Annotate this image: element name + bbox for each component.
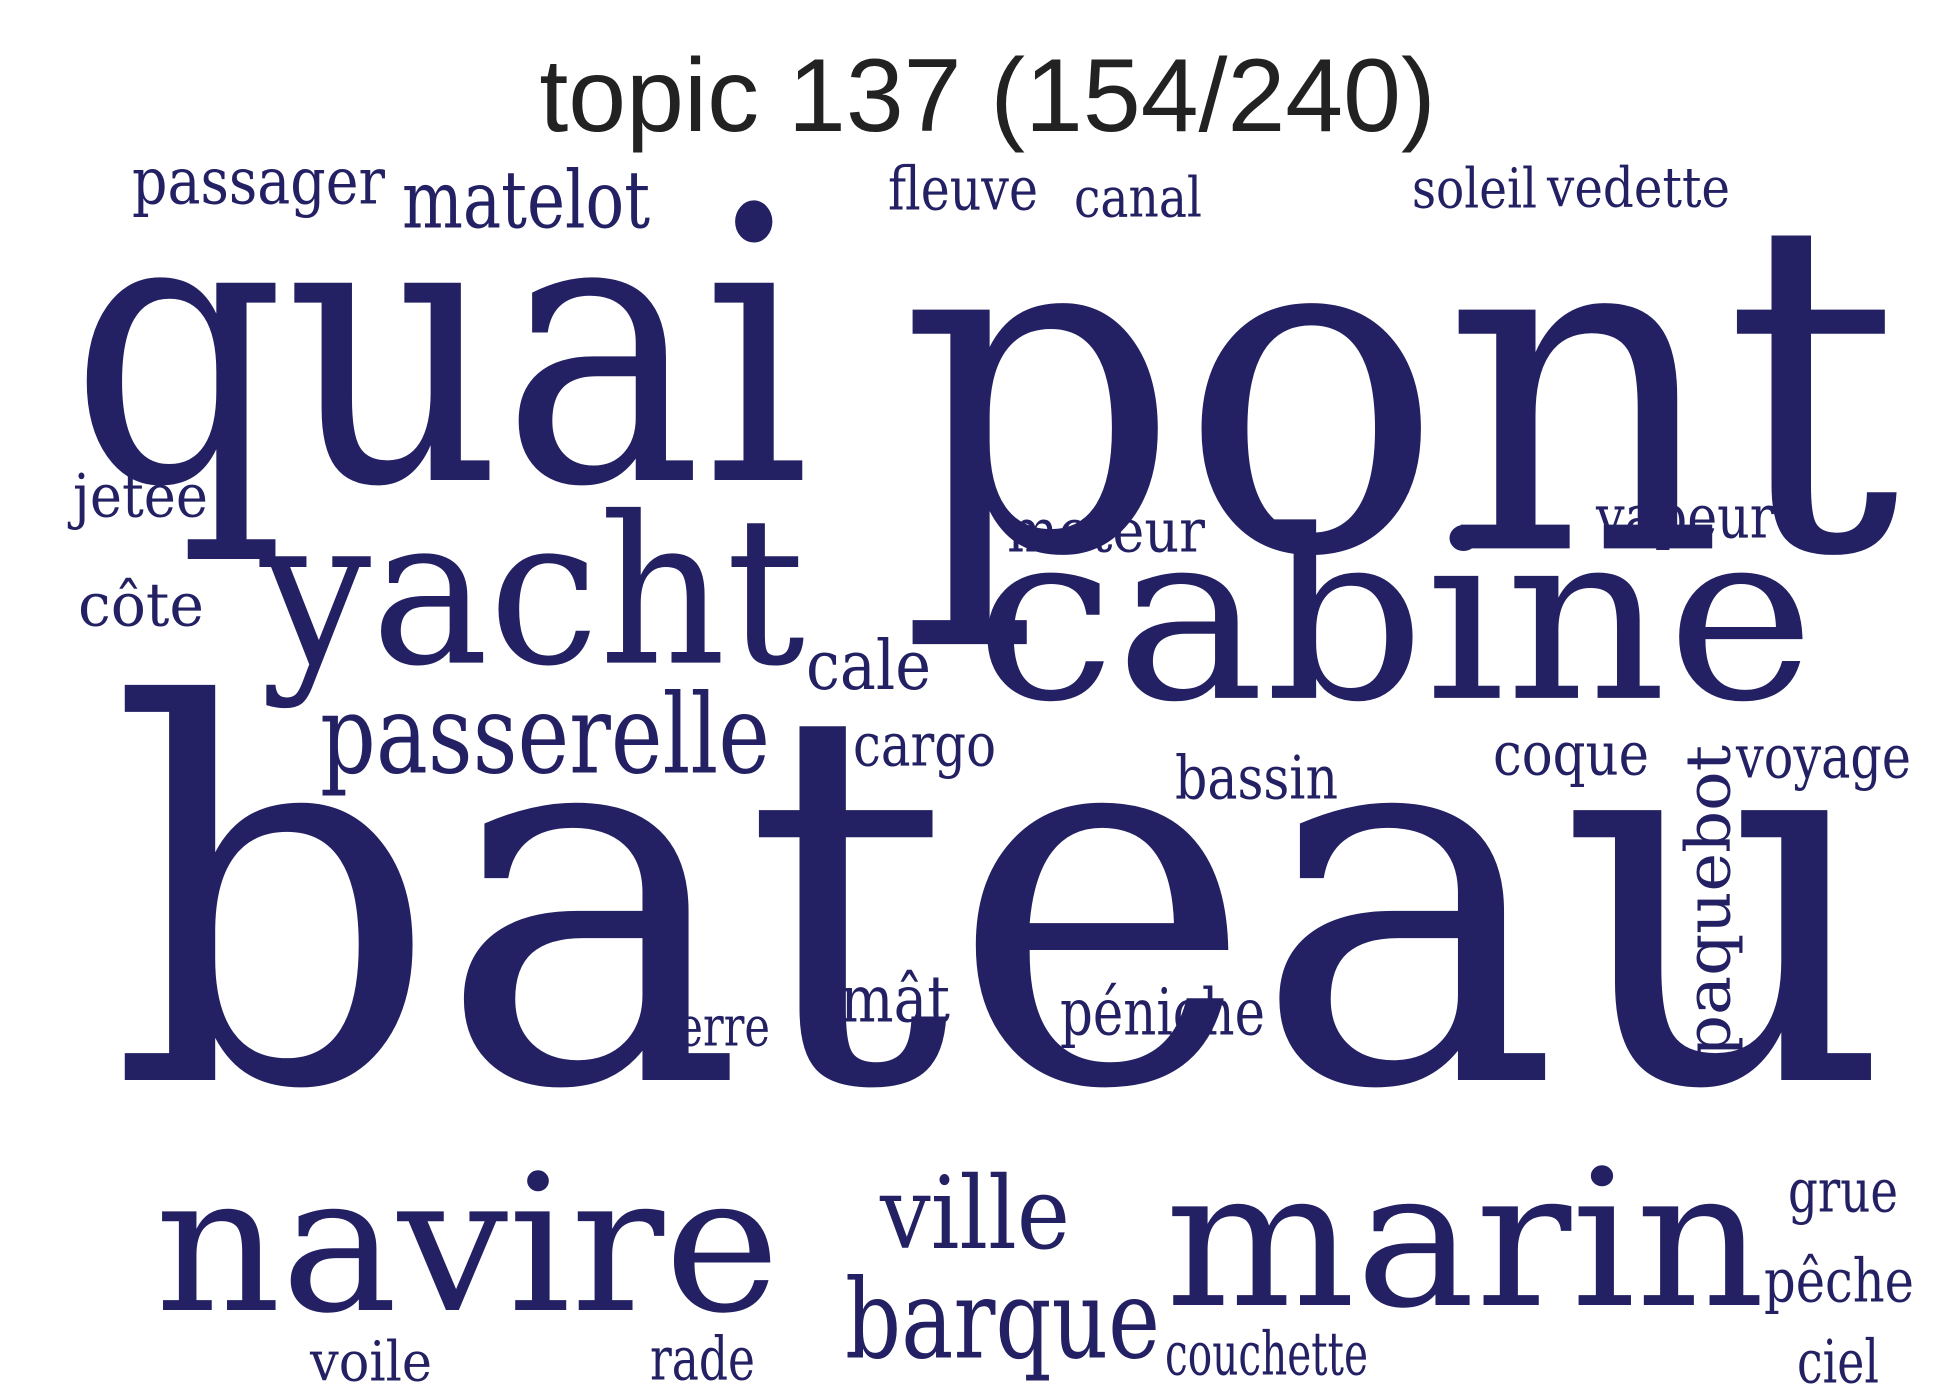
word-vedette: vedette [1547,156,1730,220]
word-bassin: bassin [1175,743,1338,814]
word-jetee: jetée [73,461,208,532]
word-grue: grue [1788,1156,1898,1227]
word-cote: côte [78,570,204,641]
word-barque: barque [845,1255,1160,1384]
word-couchette: couchette [1165,1319,1368,1390]
word-cabine: cabine [975,480,1815,754]
word-bateau: bateau [110,596,1891,1204]
word-passager: passager [132,143,385,220]
word-terre: terre [660,995,770,1059]
word-coque: coque [1493,719,1649,790]
word-soleil: soleil [1412,157,1537,221]
word-rade: rade [650,1324,755,1395]
word-cale: cale [806,626,931,706]
word-marin: marin [1165,1128,1765,1351]
word-ciel: ciel [1797,1327,1879,1398]
word-matelot: matelot [402,152,650,247]
chart-title: topic 137 (154/240) [539,38,1436,154]
word-cargo: cargo [853,710,996,781]
word-navire: navire [155,1133,780,1356]
word-canal: canal [1074,166,1202,230]
word-voile: voile [310,1330,432,1394]
word-passerelle: passerelle [320,670,770,799]
word-fleuve: fleuve [888,154,1038,225]
word-yacht: yacht [260,472,805,712]
word-quai: quai [70,128,810,571]
word-moteur: moteur [1007,496,1205,567]
word-voyage: voyage [1736,722,1911,793]
word-paquebot: paquebot [1671,745,1745,1057]
word-pont: pont [900,122,1900,658]
word-ville: ville [880,1156,1070,1273]
word-vapeur: vapeur [1596,482,1774,553]
word-peche: pêche [1764,1246,1914,1317]
word-mat: mât [840,961,950,1038]
word-peniche: péniche [1060,974,1265,1051]
